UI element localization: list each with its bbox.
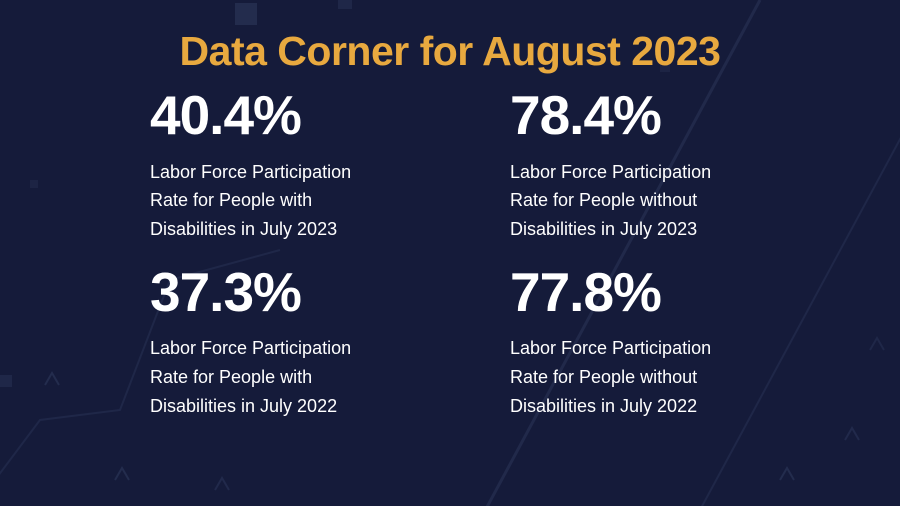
stat-label: Labor Force Participation Rate for Peopl… — [150, 334, 390, 420]
stat-block: 37.3% Labor Force Participation Rate for… — [150, 262, 450, 421]
stat-label: Labor Force Participation Rate for Peopl… — [510, 334, 750, 420]
stat-block: 78.4% Labor Force Participation Rate for… — [510, 85, 810, 244]
stat-label: Labor Force Participation Rate for Peopl… — [510, 158, 750, 244]
stats-grid: 40.4% Labor Force Participation Rate for… — [80, 85, 820, 421]
page-title: Data Corner for August 2023 — [80, 28, 820, 75]
stat-value: 40.4% — [150, 85, 450, 146]
stat-value: 77.8% — [510, 262, 810, 323]
stat-value: 78.4% — [510, 85, 810, 146]
content-container: Data Corner for August 2023 40.4% Labor … — [0, 0, 900, 451]
stat-label: Labor Force Participation Rate for Peopl… — [150, 158, 390, 244]
stat-block: 40.4% Labor Force Participation Rate for… — [150, 85, 450, 244]
stat-value: 37.3% — [150, 262, 450, 323]
stat-block: 77.8% Labor Force Participation Rate for… — [510, 262, 810, 421]
